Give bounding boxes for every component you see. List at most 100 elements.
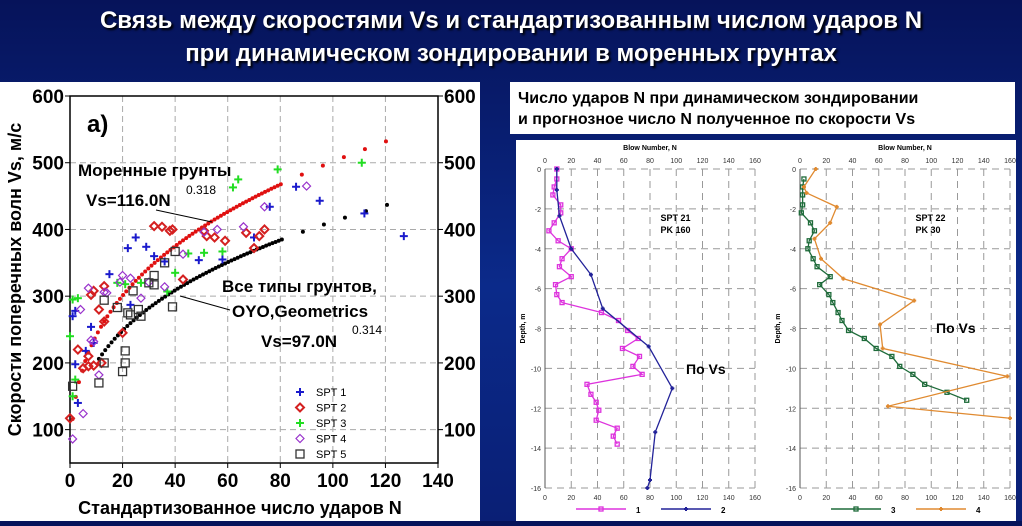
series-1-point [588,391,594,397]
curve-point-2 [257,246,262,251]
y-tick-label-right: 600 [444,87,476,108]
curve-point-1 [168,247,173,252]
curve-point-1 [225,210,230,215]
curve-point-1 [165,250,170,255]
y-tick-label: -8 [535,327,541,334]
series-1-point [555,238,561,244]
curve-point-2 [175,286,180,291]
y-tick-label-right: 500 [444,154,476,175]
series-1-point [636,353,643,360]
curve-point-2 [160,296,164,301]
vs-vs-n-scatter-panel: 0 20 40 60 80 100 120 140 100 100 200 200 300 300 400 4… [0,82,480,521]
series-1-point [556,264,563,270]
spt-1-point [68,312,77,321]
depth-profile-panel: 0 0 20 20 40 40 60 60 80 80 100 100 120 120 140 140 160 1… [516,140,1016,521]
spt-3-point [171,268,180,277]
legend-label-spt-2: SPT 2 [316,403,346,415]
spt-5-point [67,381,78,391]
curve-point-2 [103,348,108,353]
curve-point-2 [248,250,253,255]
x-tick-label-top: 100 [925,158,937,165]
curve-point-1 [190,231,195,236]
x-tick-label-bottom: 100 [670,495,682,502]
curve-point-1 [215,215,220,220]
x-tick-label: 140 [422,471,454,492]
spt-2-point [88,285,100,297]
spt-4-point [117,270,128,281]
legend-marker-spt-5 [295,449,305,459]
y-tick-label: -4 [790,247,796,254]
x-tick-label-bottom: 0 [798,495,802,502]
series-3-point [873,345,879,352]
well-annotation: SPT 21 [661,213,691,223]
y-tick-label-right: 200 [444,354,476,375]
curve-point-2 [245,251,250,256]
legend-label-3: 3 [891,506,896,515]
curve-1-leader [155,209,213,223]
series-4-point [828,220,833,225]
curve-point-2 [235,255,240,260]
x-tick-label-bottom: 140 [723,495,735,502]
x-axis-title: Blow Number, N [623,145,677,152]
x-tick-label-bottom: 140 [978,495,990,502]
y-axis-title: Depth, m [520,314,527,344]
x-tick-label-top: 80 [646,158,654,165]
x-tick-label-top: 120 [952,158,964,165]
curve-point-1 [237,203,242,208]
x-tick-label-bottom: 100 [925,495,937,502]
curve-point-1 [218,213,223,218]
spt-2-point [72,344,84,355]
spt-3-point [234,175,243,184]
series-3-point [861,335,867,342]
x-tick-label-bottom: 40 [849,495,857,502]
series-1-point [559,299,565,306]
curve-point-2 [226,260,231,265]
panel-label: а) [87,111,108,138]
y-tick-label: 200 [32,354,64,375]
x-tick-label-top: 140 [723,158,735,165]
x-tick-label-bottom: 160 [1004,495,1016,502]
curve-point-1 [108,309,113,314]
curve-point-1 [383,139,388,144]
spt-2-point [64,412,76,424]
spt-1-point [315,196,324,205]
spt-3-point [273,165,282,174]
spt-5-point [170,246,180,257]
curve-point-1 [278,182,283,187]
spt-5-point [144,278,154,288]
series-3-point [814,264,820,270]
spt-1-point [150,252,159,261]
x-tick-label-bottom: 160 [749,495,761,502]
curve-point-2 [188,279,193,284]
series-3-point [839,317,845,324]
curve-point-2 [153,301,158,306]
spt-1-point [265,202,274,211]
x-tick-label-bottom: 60 [620,495,628,502]
po-vs-label-2: По Vs [936,320,976,336]
curve-point-2 [216,264,221,269]
curve-point-1 [272,185,277,190]
curve-point-2 [267,242,272,247]
curve-point-2 [197,274,202,279]
curve-1-exponent: 0.318 [186,183,216,197]
series-1-point [596,407,602,413]
spt-3-point [200,248,209,257]
curve-2-name-2: OYO,Geometrics [232,302,368,321]
well-annotation-2: PK 30 [916,225,941,235]
spt-2-point [167,224,178,235]
x-tick-label-top: 80 [901,158,909,165]
legend-label-4: 4 [976,506,981,515]
legend-label-spt-1: SPT 1 [316,387,346,399]
spt-4-point [136,293,146,304]
spt-2-point [248,242,260,254]
spt-4-point [238,221,249,232]
curve-point-2 [276,238,281,243]
curve-point-1 [83,358,88,363]
slide-title: Связь между скоростями Vs и стандартизов… [0,4,1022,70]
spt-1-point [87,322,96,331]
series-1-point [614,441,620,447]
curve-point-2 [109,340,114,345]
series-3-point [845,327,852,334]
curve-point-1 [99,324,104,329]
y-tick-label: -10 [786,366,796,373]
